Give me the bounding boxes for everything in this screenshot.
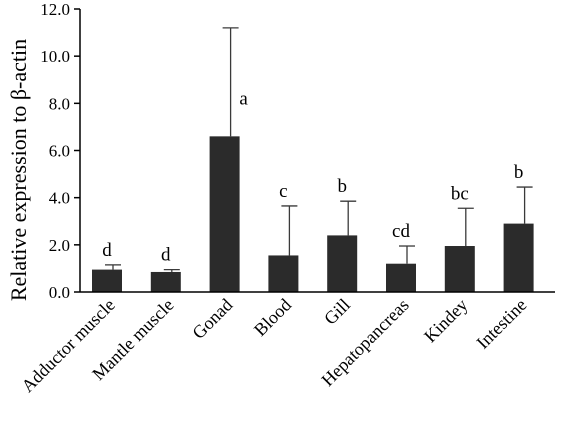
bar bbox=[268, 255, 299, 292]
significance-letter: b bbox=[514, 162, 524, 183]
bar bbox=[150, 271, 181, 292]
bars bbox=[92, 136, 534, 292]
bar bbox=[209, 136, 240, 292]
bar bbox=[444, 246, 475, 292]
significance-letter: c bbox=[279, 181, 287, 202]
error-bars bbox=[105, 27, 533, 272]
y-tick-label: 4.0 bbox=[49, 189, 70, 208]
bar bbox=[92, 269, 122, 292]
category-label: Gonad bbox=[188, 295, 236, 343]
category-label: Kindey bbox=[420, 295, 472, 347]
y-tick-label: 10.0 bbox=[40, 47, 70, 66]
y-axis-title: Relative expression to β-actin bbox=[6, 39, 31, 301]
significance-letter: bc bbox=[451, 183, 469, 204]
category-label: Blood bbox=[250, 295, 295, 340]
bar bbox=[386, 263, 416, 292]
y-tick-label: 8.0 bbox=[49, 94, 70, 113]
y-tick-label: 2.0 bbox=[49, 236, 70, 255]
significance-letter: d bbox=[161, 245, 171, 266]
significance-letter: a bbox=[239, 88, 248, 109]
category-label: Intestine bbox=[472, 295, 530, 353]
significance-letter: b bbox=[337, 176, 347, 197]
significance-letter: cd bbox=[392, 221, 410, 242]
y-tick-label: 0.0 bbox=[49, 283, 70, 302]
category-label: Gill bbox=[320, 295, 354, 329]
y-axis: 0.0 2.0 4.0 6.0 8.0 10.0 12.0 bbox=[40, 0, 80, 302]
bar bbox=[327, 235, 358, 292]
y-tick-label: 12.0 bbox=[40, 0, 70, 19]
y-tick-label: 6.0 bbox=[49, 142, 70, 161]
significance-letter: d bbox=[102, 240, 112, 261]
bar bbox=[503, 223, 534, 292]
significance-labels: d d a c b cd bc b bbox=[102, 88, 523, 265]
